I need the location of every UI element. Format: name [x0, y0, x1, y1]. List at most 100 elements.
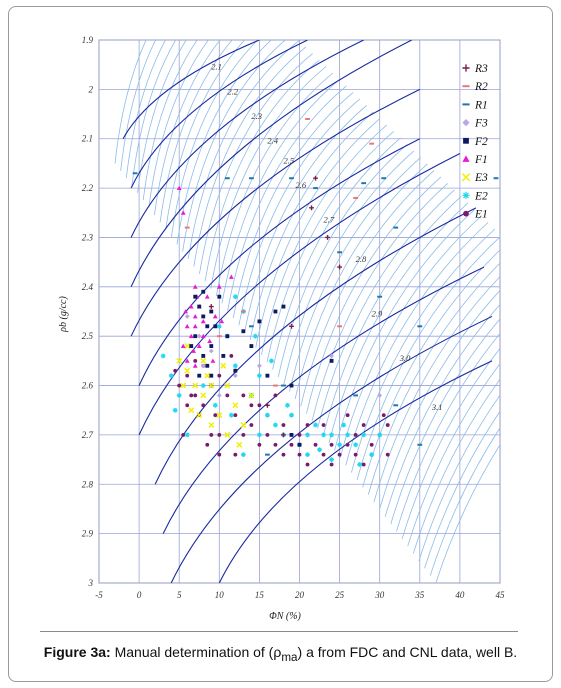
legend-label-E1: E1 — [474, 209, 488, 221]
legend-marker-F3 — [462, 119, 470, 127]
point-E1 — [273, 393, 278, 398]
legend-item-R3: R3 — [462, 63, 488, 75]
point-E3 — [184, 367, 191, 374]
point-E2 — [329, 432, 334, 438]
curve-label-2.6: 2.6 — [295, 180, 306, 190]
legend-label-R3: R3 — [474, 63, 488, 75]
point-E2 — [200, 383, 206, 388]
hatch-curve-12 — [182, 40, 286, 252]
point-F3 — [329, 353, 334, 359]
point-F1 — [192, 314, 198, 319]
caption-subscript: ma — [281, 650, 298, 664]
density-curve-2.5 — [130, 88, 421, 337]
hatch-curve-45 — [367, 262, 500, 495]
point-E2 — [172, 407, 178, 413]
hatch-curve-17 — [210, 66, 327, 289]
tick-labels: -5 0 5 10 15 20 25 30 35 40 451.922.12.22.32.42.52… — [82, 35, 505, 600]
point-F2 — [205, 363, 210, 368]
x-tick-label: 5 — [177, 590, 182, 600]
point-F2 — [265, 373, 270, 378]
point-R3 — [313, 175, 318, 181]
legend-label-F2: F2 — [474, 136, 488, 148]
y-tick-label: 2.2 — [82, 183, 94, 193]
point-F2 — [209, 373, 214, 378]
point-E1 — [181, 432, 186, 437]
point-E3 — [224, 431, 231, 438]
x-tick-label: -5 — [95, 590, 103, 600]
point-F1 — [212, 314, 218, 319]
point-E3 — [220, 362, 227, 369]
point-E2 — [337, 442, 342, 448]
point-E3 — [192, 382, 199, 389]
point-E1 — [281, 423, 286, 427]
point-E1 — [201, 403, 206, 408]
point-E3 — [240, 422, 247, 428]
point-F1 — [176, 185, 182, 191]
x-tick-label: 10 — [215, 590, 225, 600]
hatch-curve-32 — [294, 163, 428, 400]
point-E1 — [185, 373, 190, 378]
density-neutron-crossplot: 2.1 2.2 2.3 2.4 2.5 2.6 2.7 2.8 2.9 3.0 3.1 -5 0 5 10… — [58, 35, 505, 622]
x-tick-label: 45 — [496, 590, 506, 600]
point-E1 — [305, 462, 310, 467]
curve-label-2.1: 2.1 — [211, 62, 222, 72]
point-E1 — [217, 452, 222, 457]
hatch-curve-7 — [154, 40, 221, 215]
point-R3 — [208, 304, 214, 309]
point-F2 — [193, 334, 198, 339]
caption-label: Figure 3a: — [43, 644, 111, 660]
legend-label-F1: F1 — [474, 154, 488, 166]
point-E3 — [184, 343, 191, 349]
point-E1 — [321, 452, 326, 457]
y-tick-label: 1.9 — [82, 35, 94, 45]
point-E1 — [337, 452, 342, 457]
point-E3 — [180, 382, 187, 389]
point-F1 — [180, 343, 186, 348]
point-F1 — [196, 343, 202, 348]
point-F2 — [221, 354, 226, 358]
hatch-curve-37 — [322, 196, 462, 436]
point-E1 — [209, 432, 214, 437]
legend-item-E3: E3 — [461, 172, 488, 184]
hatch-curve-53 — [412, 378, 500, 554]
legend-item-F1: F1 — [462, 154, 488, 166]
point-E1 — [217, 373, 222, 378]
curve-label-3.0: 3.0 — [399, 353, 411, 363]
x-tick-label: 20 — [295, 590, 305, 600]
series-E3 — [176, 343, 255, 448]
point-E2 — [321, 432, 326, 438]
density-curve-2.2 — [130, 40, 308, 189]
point-E1 — [217, 432, 222, 437]
legend-marker-F1 — [462, 155, 470, 162]
point-E2 — [212, 402, 218, 408]
point-E2 — [232, 363, 238, 369]
point-F2 — [205, 324, 210, 329]
caption-text-end: ) a from FDC and CNL data, well B. — [297, 644, 518, 660]
hatch-curve-49 — [390, 318, 500, 525]
point-E3 — [204, 372, 211, 379]
point-E2 — [184, 432, 190, 438]
point-F2 — [225, 334, 230, 339]
point-E1 — [361, 462, 366, 467]
point-F1 — [192, 363, 198, 368]
point-E1 — [185, 403, 190, 408]
point-E3 — [224, 382, 231, 389]
x-tick-label: 40 — [455, 590, 465, 600]
y-tick-label: 2.9 — [82, 529, 94, 539]
point-E2 — [228, 412, 234, 418]
density-curve-2.8 — [154, 207, 477, 485]
point-E1 — [265, 432, 270, 437]
point-R3 — [265, 402, 270, 408]
point-E1 — [313, 442, 318, 447]
point-E2 — [269, 358, 274, 364]
x-tick-label: 25 — [335, 590, 345, 600]
point-E2 — [305, 452, 310, 458]
legend-marker-E1 — [463, 210, 469, 217]
point-E1 — [353, 452, 358, 457]
point-E1 — [193, 393, 198, 398]
legend-label-R1: R1 — [474, 99, 488, 111]
hatch-curve-10 — [170, 40, 259, 238]
density-curve-2.1 — [122, 40, 260, 139]
legend-item-E2: E2 — [462, 190, 488, 202]
x-tick-label: 30 — [374, 590, 385, 600]
